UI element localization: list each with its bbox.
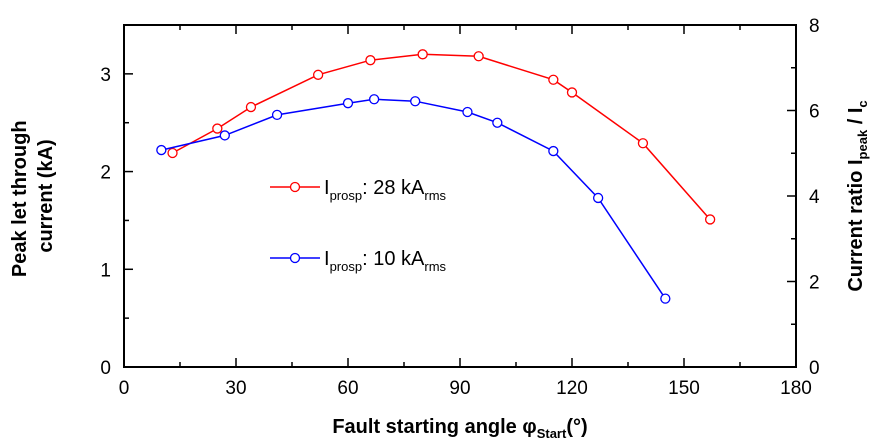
data-point [271,109,283,121]
legend-label-10ka: Iprosp: 10 kArms [324,248,447,274]
legend-28ka-value: : 28 kA [362,177,425,199]
x-tick-label: 60 [337,378,358,399]
legend-10ka-unit: rms [424,259,446,274]
x-tick-label: 120 [556,378,588,399]
data-point [473,51,484,62]
x-tick-label: 180 [780,378,812,399]
legend-28ka-sub: prosp [330,188,363,203]
legend-marker-10ka [289,252,301,264]
y2-title-sub2: c [855,100,870,107]
y2-title-main: Current ratio I [845,159,867,291]
data-point [245,101,257,113]
y2-tick-label: 0 [809,358,820,379]
plot-frame [123,24,797,368]
legend: Iprosp: 28 kArms Iprosp: 10 kArms [270,177,447,274]
data-point [592,192,604,204]
data-point [312,69,324,80]
data-point [417,49,428,60]
legend-item-28ka: Iprosp: 28 kArms [270,177,447,203]
data-point [548,145,559,157]
data-point [660,293,671,304]
y2-tick-label: 6 [809,102,820,123]
y2-title-mid: / I [845,108,867,130]
data-point [462,106,473,118]
legend-10ka-sub: prosp [330,259,363,274]
x-tick-label: 0 [119,378,130,399]
data-point [637,138,649,149]
y2-title-sub1: peak [855,129,870,159]
legend-item-10ka: Iprosp: 10 kArms [270,248,447,274]
data-point [365,55,376,66]
data-point [219,130,230,141]
legend-marker-28ka [289,181,301,193]
y-axis-title-line1: Peak let through [9,120,31,277]
y2-tick-label: 4 [809,187,820,208]
data-point [492,117,503,128]
data-point [566,87,578,98]
y-tick-label: 2 [100,163,111,184]
data-point [156,144,167,156]
x-title-unit: (°) [566,416,587,438]
y2-axis-title: Current ratio Ipeak / Ic [845,100,870,291]
data-point [410,96,421,107]
x-tick-label: 150 [668,378,700,399]
y-axis-title-line2: current (kA) [35,139,57,252]
y-tick-label: 1 [100,260,111,281]
x-tick-label: 90 [449,378,470,399]
x-title-symbol: φ [522,416,536,438]
data-point [167,147,178,159]
legend-label-28ka: Iprosp: 28 kArms [324,177,447,203]
x-title-main: Fault starting angle [332,416,522,438]
y-axis-title: Peak let through current (kA) [9,115,57,277]
data-point [368,94,380,105]
series-layer [156,49,716,304]
legend-10ka-main: I [324,248,330,270]
x-title-sub: Start [537,426,567,441]
legend-28ka-main: I [324,177,330,199]
x-axis-title: Fault starting angle φStart(°) [332,416,587,441]
y2-tick-label: 2 [809,273,820,294]
legend-28ka-unit: rms [424,188,446,203]
data-point [342,98,354,109]
data-point [704,214,716,225]
data-point [212,123,223,134]
x-tick-label: 30 [225,378,246,399]
y-tick-label: 0 [100,358,111,379]
data-point [548,74,559,85]
y-tick-label: 3 [100,65,111,86]
y2-tick-label: 8 [809,16,820,37]
legend-10ka-value: : 10 kA [362,248,425,270]
